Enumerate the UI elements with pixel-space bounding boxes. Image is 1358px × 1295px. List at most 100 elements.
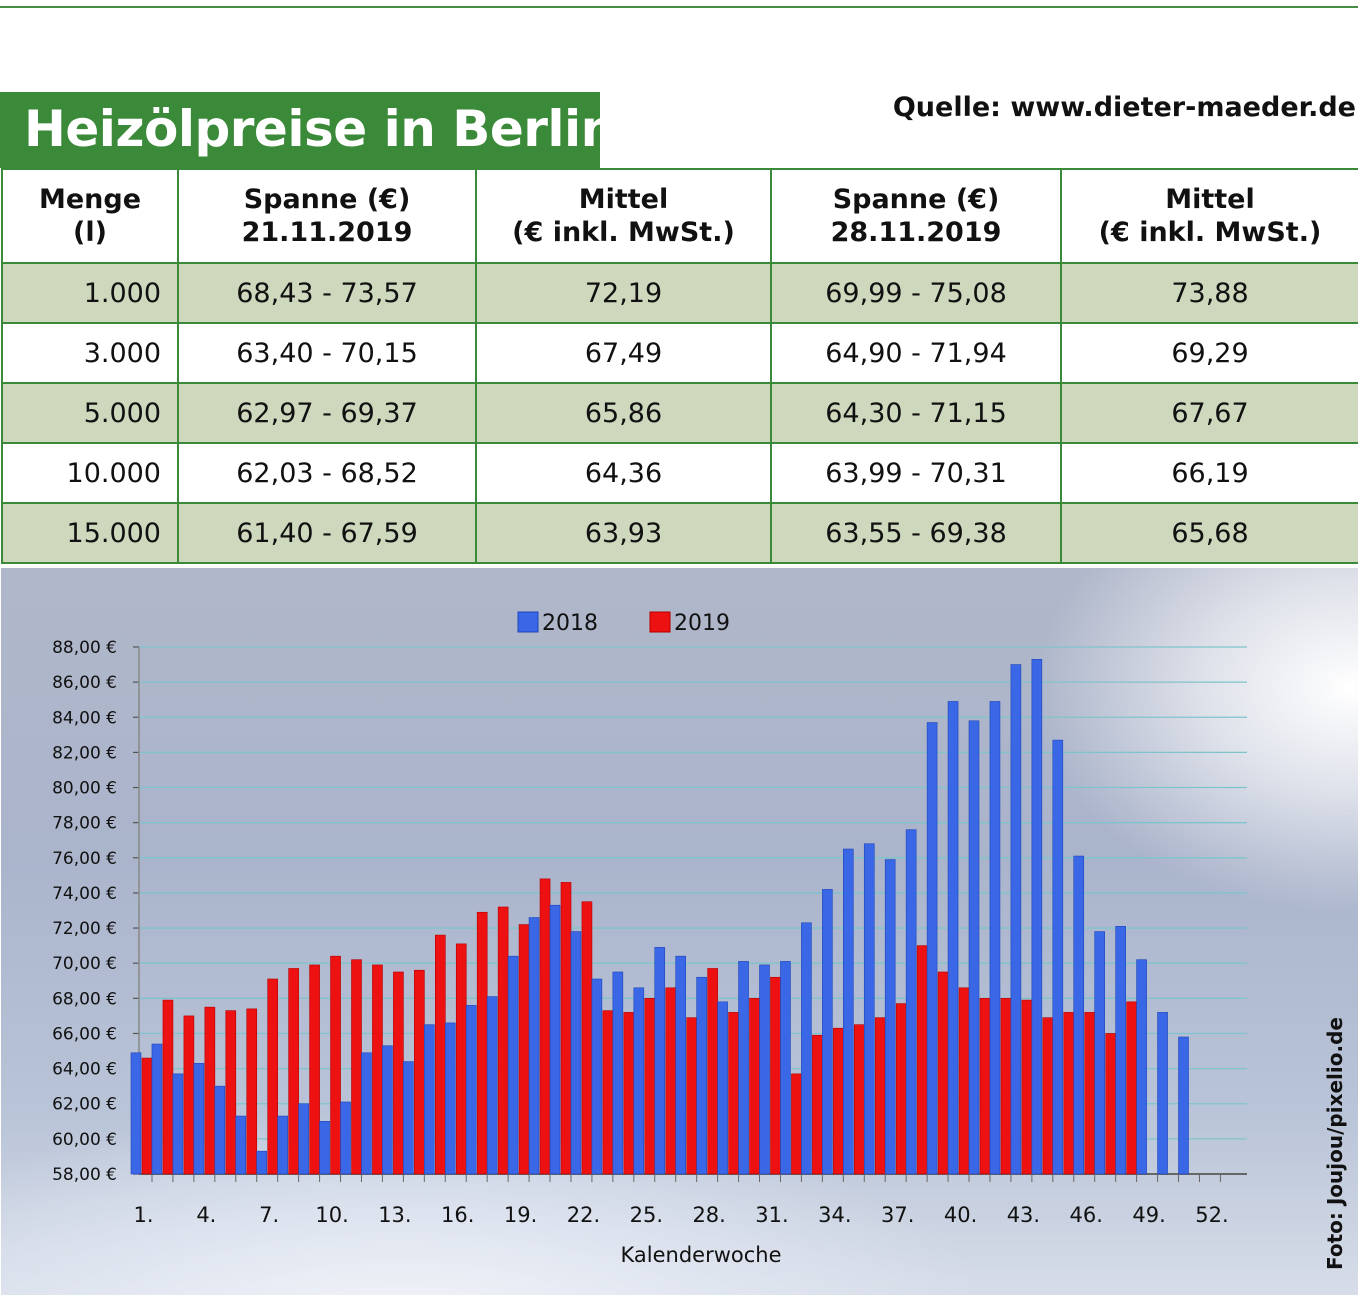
y-tick-label: 58,00 € xyxy=(52,1165,117,1185)
bar-2018-week-19 xyxy=(507,955,519,1175)
cell-spanne-2: 64,90 - 71,94 xyxy=(770,322,1062,384)
bar-2019-week-13 xyxy=(393,971,404,1175)
bar-2018-week-8 xyxy=(277,1115,288,1175)
cell-mittel-2: 73,88 xyxy=(1060,262,1358,324)
bar-2019-week-42 xyxy=(1000,998,1012,1175)
header-line: Spanne (€) xyxy=(832,184,1000,215)
x-tick-label: 31. xyxy=(755,1203,788,1227)
bar-2019-week-28 xyxy=(707,968,718,1175)
bar-2019-week-22 xyxy=(581,901,593,1175)
x-tick-label: 4. xyxy=(196,1203,216,1227)
legend-swatch-2018 xyxy=(517,611,539,633)
bar-2019-week-1 xyxy=(141,1057,153,1175)
top-rule xyxy=(0,6,1358,8)
bar-2018-week-50 xyxy=(1157,1012,1168,1175)
bar-2019-week-15 xyxy=(434,934,446,1175)
header-line: Spanne (€) xyxy=(243,184,411,215)
bar-2019-week-3 xyxy=(183,1015,195,1175)
y-tick-label: 68,00 € xyxy=(52,989,117,1009)
bar-2018-week-46 xyxy=(1073,855,1085,1175)
bar-2019-week-26 xyxy=(665,987,677,1175)
x-tick-label: 7. xyxy=(259,1203,279,1227)
bar-2019-week-37 xyxy=(895,1003,907,1175)
x-tick-label: 22. xyxy=(567,1203,600,1227)
bar-2019-week-29 xyxy=(728,1012,739,1175)
bar-2018-week-9 xyxy=(298,1103,309,1175)
bar-2019-week-32 xyxy=(791,1073,802,1175)
bar-2019-week-16 xyxy=(455,943,467,1175)
bar-2018-week-30 xyxy=(738,961,749,1175)
header-line: (€ inkl. MwSt.) xyxy=(512,217,735,248)
bar-2019-week-30 xyxy=(749,998,760,1175)
x-tick-label: 19. xyxy=(504,1203,537,1227)
x-tick-label: 10. xyxy=(315,1203,348,1227)
x-tick-label: 40. xyxy=(944,1203,977,1227)
cell-spanne-2: 63,55 - 69,38 xyxy=(770,502,1062,564)
bar-2018-week-31 xyxy=(759,964,770,1175)
table-row: 10.000 62,03 - 68,52 64,36 63,99 - 70,31… xyxy=(1,442,1358,504)
cell-spanne-2: 69,99 - 75,08 xyxy=(770,262,1062,324)
bar-2018-week-4 xyxy=(193,1063,205,1175)
legend-swatch-2019 xyxy=(649,611,671,633)
header-line: Menge xyxy=(38,184,142,215)
cell-mittel-1: 65,86 xyxy=(475,382,772,444)
bar-2019-week-41 xyxy=(979,998,991,1175)
bar-2019-week-11 xyxy=(351,959,362,1175)
header-mittel-2: Mittel (€ inkl. MwSt.) xyxy=(1060,168,1358,264)
table-row: 3.000 63,40 - 70,15 67,49 64,90 - 71,94 … xyxy=(1,322,1358,384)
bar-2019-week-43 xyxy=(1021,999,1033,1175)
cell-spanne-1: 61,40 - 67,59 xyxy=(177,502,477,564)
cell-mittel-2: 67,67 xyxy=(1060,382,1358,444)
bar-2018-week-39 xyxy=(926,722,938,1175)
y-tick-label: 86,00 € xyxy=(52,673,117,693)
cell-mittel-2: 65,68 xyxy=(1060,502,1358,564)
x-tick-label: 52. xyxy=(1195,1203,1228,1227)
bar-2018-week-1 xyxy=(130,1052,142,1175)
cell-spanne-1: 63,40 - 70,15 xyxy=(177,322,477,384)
bar-2018-week-10 xyxy=(319,1120,330,1175)
x-tick-label: 16. xyxy=(441,1203,474,1227)
bar-2019-week-35 xyxy=(853,1024,865,1175)
bar-2019-week-39 xyxy=(937,971,949,1175)
x-tick-label: 13. xyxy=(378,1203,411,1227)
bar-2018-week-34 xyxy=(822,889,833,1175)
x-tick-label: 28. xyxy=(692,1203,725,1227)
bar-2018-week-24 xyxy=(612,971,624,1175)
y-tick-label: 62,00 € xyxy=(52,1095,117,1115)
header-line: 28.11.2019 xyxy=(830,217,1002,248)
y-tick-label: 76,00 € xyxy=(52,849,117,869)
cell-mittel-1: 72,19 xyxy=(475,262,772,324)
header-line: Mittel xyxy=(1165,184,1255,215)
bar-2019-week-44 xyxy=(1042,1017,1054,1175)
cell-mittel-2: 69,29 xyxy=(1060,322,1358,384)
x-tick-label: 37. xyxy=(881,1203,914,1227)
bar-2018-week-43 xyxy=(1010,664,1022,1175)
x-tick-label: 25. xyxy=(630,1203,663,1227)
bar-2019-week-17 xyxy=(476,911,488,1175)
y-tick-label: 60,00 € xyxy=(52,1130,117,1150)
bar-2019-week-33 xyxy=(812,1034,823,1175)
x-tick-label: 43. xyxy=(1007,1203,1040,1227)
bar-2019-week-48 xyxy=(1126,1001,1137,1175)
bar-2018-week-35 xyxy=(842,848,854,1175)
bar-2018-week-14 xyxy=(403,1061,414,1175)
bar-2019-week-4 xyxy=(204,1006,216,1175)
bar-2019-week-20 xyxy=(539,878,551,1175)
header-line: (€ inkl. MwSt.) xyxy=(1098,217,1322,248)
bar-2019-week-7 xyxy=(267,978,279,1175)
y-tick-label: 84,00 € xyxy=(52,708,117,728)
cell-spanne-2: 64,30 - 71,15 xyxy=(770,382,1062,444)
bar-2018-week-28 xyxy=(696,976,707,1175)
y-tick-label: 78,00 € xyxy=(52,814,117,834)
bar-2018-week-25 xyxy=(633,987,645,1175)
cell-mittel-1: 64,36 xyxy=(475,442,772,504)
bar-2018-week-40 xyxy=(947,701,959,1175)
header-line: Mittel xyxy=(578,184,669,215)
bar-2018-week-48 xyxy=(1115,926,1126,1175)
bar-2019-week-2 xyxy=(162,999,174,1175)
bar-2018-week-38 xyxy=(905,829,917,1175)
y-tick-label: 66,00 € xyxy=(52,1024,117,1044)
bar-2019-week-6 xyxy=(246,1008,258,1175)
y-tick-label: 88,00 € xyxy=(52,638,117,658)
bar-2019-week-46 xyxy=(1084,1012,1096,1175)
